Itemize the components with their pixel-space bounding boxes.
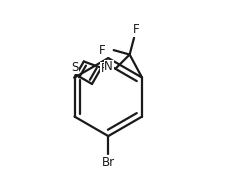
Text: F: F <box>99 44 106 57</box>
Text: F: F <box>101 62 108 75</box>
Text: N: N <box>104 60 113 73</box>
Text: S: S <box>71 61 79 74</box>
Text: Br: Br <box>102 156 115 169</box>
Text: F: F <box>133 23 139 36</box>
